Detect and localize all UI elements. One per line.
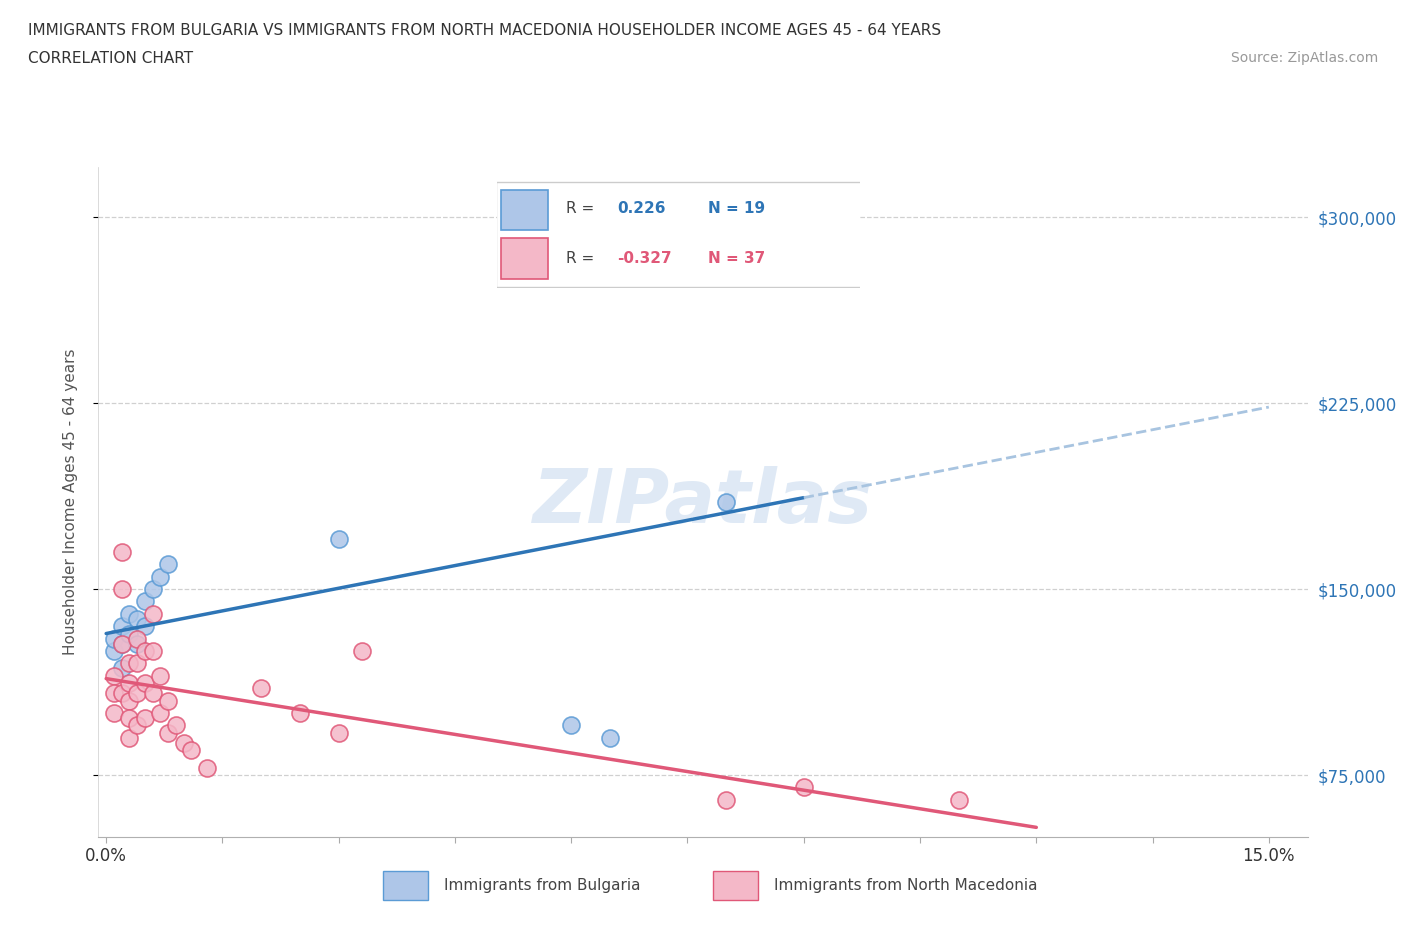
Point [560, 718, 582, 733]
Point [111, 661, 134, 676]
Point [793, 259, 815, 274]
Point [118, 606, 141, 621]
Point [134, 676, 156, 691]
Point [134, 618, 156, 633]
Point [103, 706, 125, 721]
Point [149, 706, 172, 721]
Point [111, 618, 134, 633]
Point [118, 730, 141, 745]
Text: Immigrants from North Macedonia: Immigrants from North Macedonia [775, 878, 1038, 894]
Text: IMMIGRANTS FROM BULGARIA VS IMMIGRANTS FROM NORTH MACEDONIA HOUSEHOLDER INCOME A: IMMIGRANTS FROM BULGARIA VS IMMIGRANTS F… [28, 23, 941, 38]
FancyBboxPatch shape [382, 871, 429, 900]
Point [103, 631, 125, 646]
Point [716, 792, 738, 807]
Point [793, 780, 815, 795]
Point [142, 644, 165, 658]
Point [118, 656, 141, 671]
Point [118, 711, 141, 725]
Point [118, 626, 141, 641]
Point [250, 681, 273, 696]
Text: Immigrants from Bulgaria: Immigrants from Bulgaria [444, 878, 641, 894]
Point [127, 636, 149, 651]
Point [127, 656, 149, 671]
Point [157, 557, 180, 572]
Point [134, 711, 156, 725]
Point [288, 706, 311, 721]
Point [111, 544, 134, 559]
Point [173, 736, 195, 751]
FancyBboxPatch shape [713, 871, 758, 900]
Point [157, 725, 180, 740]
Point [350, 644, 373, 658]
Point [142, 581, 165, 596]
Point [103, 669, 125, 684]
Point [118, 676, 141, 691]
Point [157, 693, 180, 708]
Point [134, 644, 156, 658]
Point [134, 594, 156, 609]
Point [716, 495, 738, 510]
Text: ZIPatlas: ZIPatlas [533, 466, 873, 538]
Point [142, 606, 165, 621]
Point [111, 581, 134, 596]
Point [103, 644, 125, 658]
Point [180, 743, 202, 758]
Text: CORRELATION CHART: CORRELATION CHART [28, 51, 193, 66]
Point [118, 693, 141, 708]
Point [948, 792, 970, 807]
Point [165, 718, 187, 733]
Point [599, 730, 621, 745]
Text: Source: ZipAtlas.com: Source: ZipAtlas.com [1230, 51, 1378, 65]
Point [149, 669, 172, 684]
Point [149, 569, 172, 584]
Point [328, 725, 350, 740]
Point [127, 611, 149, 626]
Point [127, 685, 149, 700]
Point [111, 636, 134, 651]
Y-axis label: Householder Income Ages 45 - 64 years: Householder Income Ages 45 - 64 years [63, 349, 77, 656]
Point [127, 718, 149, 733]
Point [103, 685, 125, 700]
Point [111, 685, 134, 700]
Point [111, 636, 134, 651]
Point [328, 532, 350, 547]
Point [195, 760, 218, 775]
Point [142, 685, 165, 700]
Point [127, 631, 149, 646]
